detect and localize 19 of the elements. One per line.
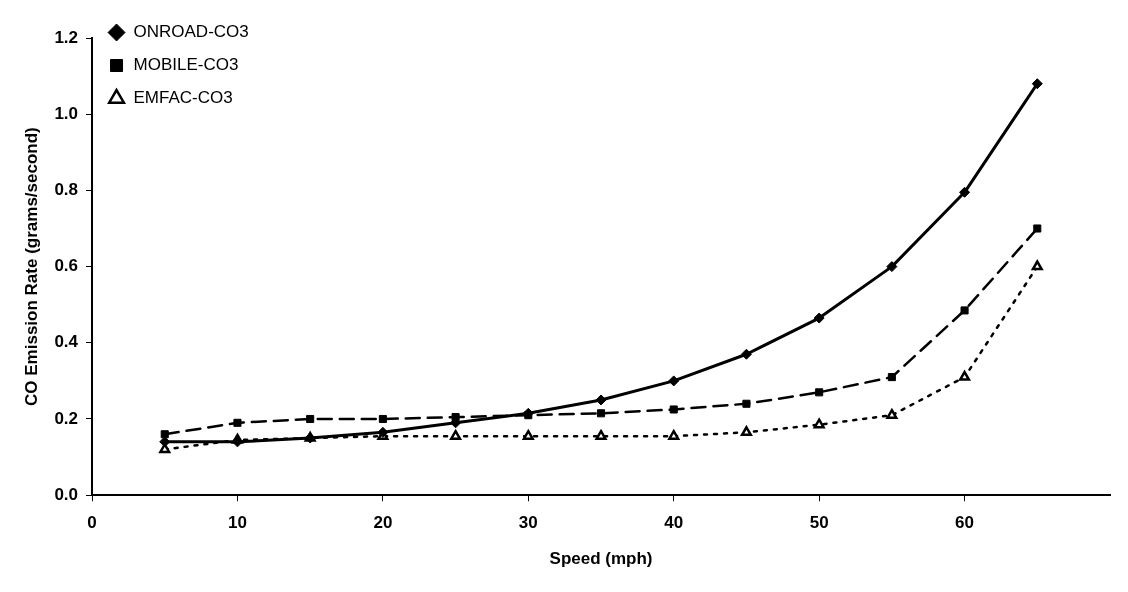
y-tick-label: 0.2	[54, 408, 79, 428]
y-tick-label: 1.2	[54, 27, 79, 47]
x-tick-label: 40	[664, 513, 684, 533]
x-tick-label: 30	[518, 513, 538, 533]
x-tick-label: 20	[373, 513, 393, 533]
y-tick-label: 0.6	[54, 256, 79, 276]
y-axis-title: CO Emission Rate (grams/second)	[21, 127, 41, 406]
x-axis-title: Speed (mph)	[549, 549, 653, 569]
y-tick-label: 1.0	[54, 103, 79, 123]
y-tick-label: 0.0	[54, 484, 79, 504]
y-tick-label: 0.4	[54, 332, 79, 352]
legend-label: ONROAD-CO3	[133, 22, 249, 42]
legend-label: MOBILE-CO3	[133, 55, 239, 75]
x-tick-label: 60	[955, 513, 975, 533]
legend-label: EMFAC-CO3	[133, 88, 233, 108]
x-tick-label: 50	[809, 513, 829, 533]
x-tick-label: 0	[87, 513, 97, 533]
x-tick-label: 10	[228, 513, 247, 533]
y-tick-label: 0.8	[54, 180, 79, 200]
